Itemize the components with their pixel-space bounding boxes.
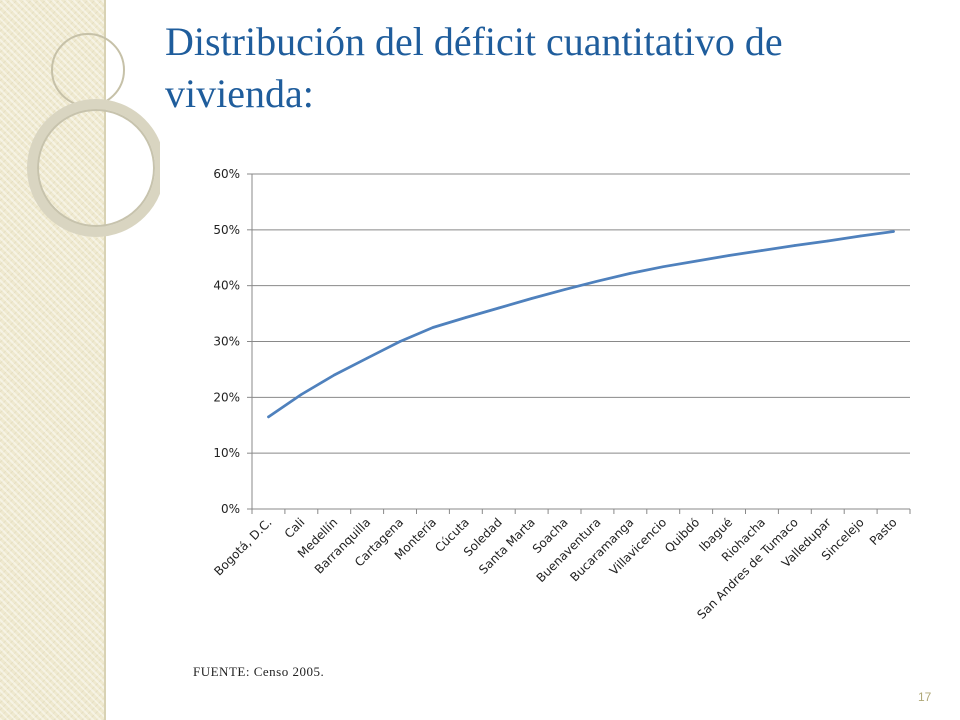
x-tick-label: Pasto xyxy=(867,515,900,548)
source-note: FUENTE: Censo 2005. xyxy=(193,664,325,679)
decorative-circles xyxy=(27,33,160,237)
data-point xyxy=(892,230,895,233)
data-point xyxy=(398,340,402,343)
y-tick-label: 0% xyxy=(221,502,240,516)
y-tick-label: 10% xyxy=(213,446,240,460)
data-point xyxy=(333,373,336,377)
y-tick-label: 30% xyxy=(213,335,240,349)
data-point xyxy=(365,357,369,360)
x-tick-label: Quibdó xyxy=(662,515,702,555)
data-point xyxy=(727,254,731,257)
grid-layer xyxy=(252,173,910,454)
y-axis-ticks: 0% 10% 20% 30% 40% 50% 60% xyxy=(213,167,252,516)
x-tick-label: Bogotá, D.C. xyxy=(211,515,274,578)
data-point xyxy=(760,249,764,252)
slide-title: Distribución del déficit cuantitativo de… xyxy=(165,19,783,116)
series-line xyxy=(267,230,895,419)
x-axis-ticks: Bogotá, D.C. CaliMedellínBarranquillaCart… xyxy=(211,509,911,622)
deficit-line-chart: 0%10%20%30%40%50%60% Bogotá, D.C. CaliMed… xyxy=(211,167,911,622)
data-point xyxy=(300,393,303,396)
series-layer xyxy=(267,230,895,419)
page-number: 17 xyxy=(918,690,932,704)
data-point xyxy=(662,265,665,268)
data-point xyxy=(826,239,829,243)
data-point xyxy=(431,326,435,329)
y-tick-label: 20% xyxy=(213,390,240,404)
y-tick-label: 50% xyxy=(213,223,240,237)
data-point xyxy=(859,234,862,238)
data-point xyxy=(497,306,500,310)
data-point xyxy=(793,244,797,247)
y-tick-label: 40% xyxy=(213,279,240,293)
data-point xyxy=(629,272,632,275)
x-tick-label: Cali xyxy=(282,515,308,541)
side-band-border xyxy=(104,0,106,720)
data-point xyxy=(464,316,468,319)
data-point xyxy=(563,288,566,291)
y-tick-label: 60% xyxy=(213,167,240,181)
data-point xyxy=(530,297,533,300)
data-point xyxy=(694,259,698,263)
data-point xyxy=(596,280,599,283)
data-point xyxy=(267,415,270,419)
